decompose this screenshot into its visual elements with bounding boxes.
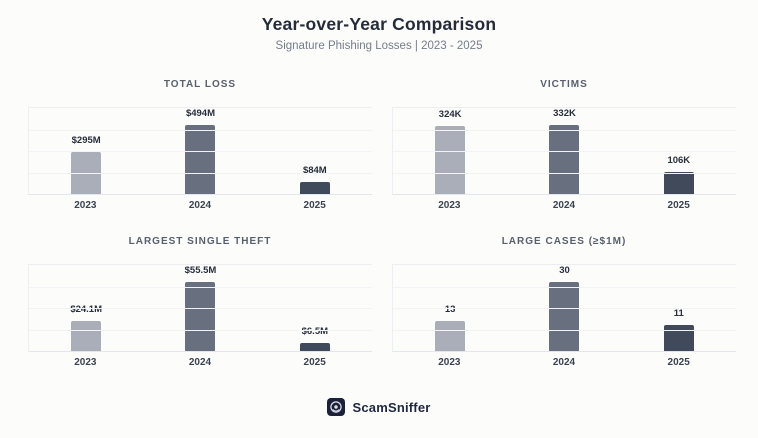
gridline xyxy=(393,129,736,131)
gridline xyxy=(393,151,736,152)
bar-value-label: $55.5M xyxy=(184,265,217,276)
x-tick-label: 2023 xyxy=(438,200,461,211)
bar-2025 xyxy=(663,172,694,194)
chart-panel: LARGE CASES (≥$1M) 13 30 11 2023 2024 2025 xyxy=(392,235,736,368)
bar-2025 xyxy=(299,343,330,351)
bar-value-label: $84M xyxy=(302,165,327,176)
x-tick-label: 2025 xyxy=(667,357,690,368)
charts-grid: TOTAL LOSS $295M $494M $84M 2023 2024 2025 VICT… xyxy=(0,78,758,368)
bar-value-label: 30 xyxy=(559,265,570,276)
chart-title: VICTIMS xyxy=(540,79,588,90)
chart-panel: TOTAL LOSS $295M $494M $84M 2023 2024 2025 xyxy=(28,78,372,211)
chart-title: LARGE CASES (≥$1M) xyxy=(501,236,627,247)
gridline xyxy=(29,151,372,152)
bar-value-label: $494M xyxy=(185,108,216,119)
plot-area: $295M $494M $84M xyxy=(28,107,372,195)
bar-column-2025: 106K xyxy=(622,108,736,194)
bar-2025 xyxy=(299,182,330,194)
bar-2024 xyxy=(185,125,216,194)
bar-2023 xyxy=(435,126,466,194)
x-tick-label: 2025 xyxy=(667,200,690,211)
x-tick-label: 2024 xyxy=(552,357,576,368)
page-title: Year-over-Year Comparison xyxy=(261,14,497,34)
bar-value-label: 332K xyxy=(553,108,576,119)
page-subtitle: Signature Phishing Losses | 2023 - 2025 xyxy=(275,40,483,52)
bar-2024 xyxy=(549,125,580,194)
bar-column-2025: $6.5M xyxy=(258,265,372,351)
header: Year-over-Year Comparison Signature Phis… xyxy=(0,0,758,55)
chart-panel: VICTIMS 324K 332K 106K 2023 2024 2025 xyxy=(392,78,736,211)
bar-value-label: 11 xyxy=(673,308,684,319)
brand-name: ScamSniffer xyxy=(352,399,431,415)
x-tick-label: 2024 xyxy=(188,200,212,211)
footer: ScamSniffer xyxy=(0,398,758,416)
gridline xyxy=(29,129,372,131)
gridline xyxy=(29,172,372,174)
gridline xyxy=(29,329,372,331)
gridline xyxy=(29,308,372,309)
bar-value-label: $295M xyxy=(71,135,101,146)
bar-column-2023: 324K xyxy=(393,108,507,194)
gridline xyxy=(393,329,736,331)
bar-column-2025: 11 xyxy=(622,265,736,351)
x-tick-label: 2025 xyxy=(303,357,326,368)
bar-value-label: $6.5M xyxy=(301,326,329,337)
scamsniffer-logo-icon xyxy=(327,398,346,416)
bar-value-label: $24.1M xyxy=(70,304,102,315)
bar-2023 xyxy=(435,321,466,351)
bar-value-label: 13 xyxy=(444,304,456,315)
x-tick-label: 2023 xyxy=(74,200,97,211)
x-axis-labels: 2023 2024 2025 xyxy=(392,200,736,211)
gridline xyxy=(393,172,736,174)
bar-column-2024: $494M xyxy=(143,108,257,194)
x-tick-label: 2024 xyxy=(188,357,212,368)
plot-area: 324K 332K 106K xyxy=(392,107,736,195)
chart-panel: LARGEST SINGLE THEFT $24.1M $55.5M $6.5M 202… xyxy=(28,235,372,368)
bar-2025 xyxy=(663,325,694,351)
bar-2024 xyxy=(549,282,580,351)
bar-2024 xyxy=(185,282,216,351)
gridline xyxy=(29,286,372,288)
x-tick-label: 2024 xyxy=(552,200,576,211)
bar-column-2025: $84M xyxy=(258,108,372,194)
plot-area: $24.1M $55.5M $6.5M xyxy=(28,264,372,352)
bar-value-label: 324K xyxy=(438,109,462,120)
bar-column-2023: 13 xyxy=(393,265,507,351)
chart-title: TOTAL LOSS xyxy=(163,79,237,90)
x-axis-labels: 2023 2024 2025 xyxy=(28,357,372,368)
chart-title: LARGEST SINGLE THEFT xyxy=(128,236,272,247)
bar-column-2023: $24.1M xyxy=(29,265,143,351)
x-tick-label: 2023 xyxy=(74,357,97,368)
x-axis-labels: 2023 2024 2025 xyxy=(28,200,372,211)
gridline xyxy=(393,308,736,309)
plot-area: 13 30 11 xyxy=(392,264,736,352)
x-tick-label: 2025 xyxy=(303,200,326,211)
gridline xyxy=(393,286,736,288)
x-tick-label: 2023 xyxy=(438,357,461,368)
bar-column-2024: 332K xyxy=(507,108,621,194)
x-axis-labels: 2023 2024 2025 xyxy=(392,357,736,368)
bar-column-2024: 30 xyxy=(507,265,621,351)
bar-value-label: 106K xyxy=(667,155,691,166)
bar-2023 xyxy=(71,321,102,351)
bar-column-2024: $55.5M xyxy=(143,265,257,351)
